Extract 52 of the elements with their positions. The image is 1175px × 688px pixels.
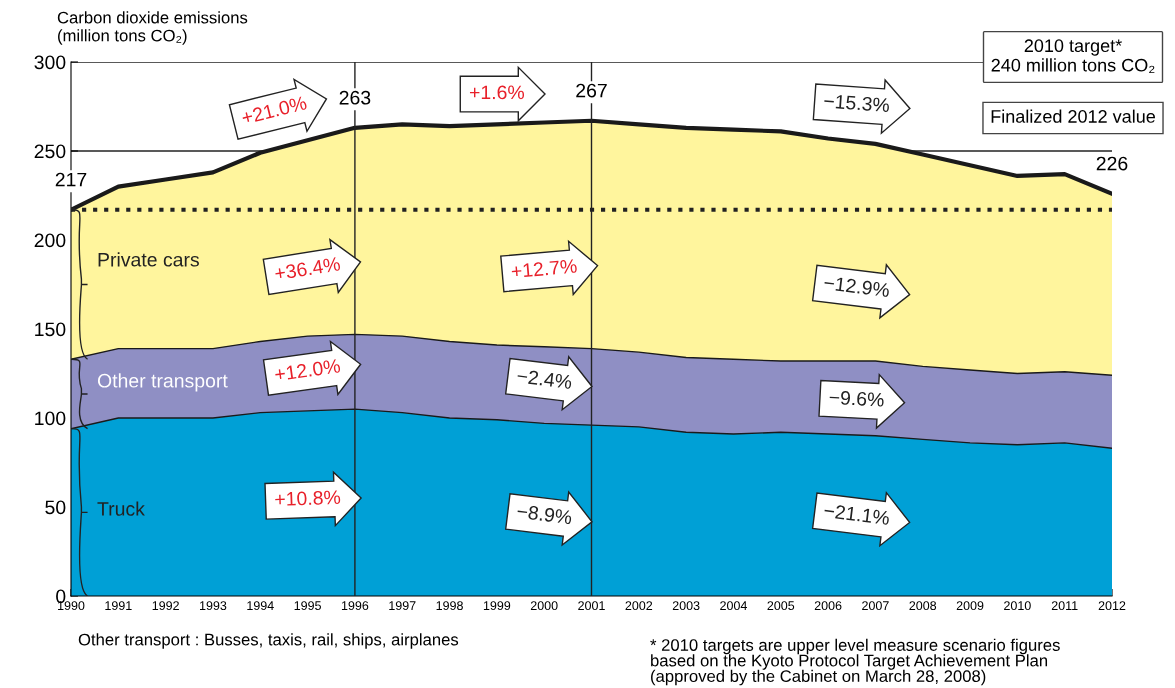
data-label: 267 (576, 83, 607, 98)
annotation: +1.6% (469, 85, 525, 100)
x-tick-label: 2006 (814, 601, 842, 611)
y-tick-label: 200 (34, 233, 66, 248)
annotation: −8.9% (516, 504, 573, 525)
text: * 2010 targets are upper level measure scenario figures based on the Kyoto Protocol Target Achievement Plan (approved by the Cabinet on March 28, 2008) (650, 638, 1060, 686)
annotation: −21.1% (823, 503, 890, 525)
x-tick-label: 2004 (720, 601, 747, 611)
annotation: +36.4% (274, 256, 341, 281)
annotation: +12.0% (274, 358, 341, 382)
data-label: 217 (55, 172, 87, 187)
x-tick-label: 1998 (436, 601, 463, 611)
y-tick-label: 250 (34, 144, 66, 159)
x-tick-label: 2010 (1004, 601, 1031, 611)
x-tick-label: 2008 (909, 601, 937, 611)
annotation: −12.9% (823, 275, 890, 298)
x-tick-label: 1997 (389, 601, 416, 611)
annotation: −15.3% (823, 93, 890, 113)
text: Other transport : Busses, taxis, rail, ships, airplanes (78, 633, 459, 649)
x-tick-label: 2007 (862, 601, 889, 611)
x-tick-label: 2001 (578, 601, 605, 611)
annotation: +10.8% (275, 490, 341, 507)
series-label: Truck (97, 501, 145, 516)
x-tick-label: 1999 (483, 601, 511, 611)
x-tick-label: 1992 (152, 601, 179, 611)
annotation: +12.7% (511, 258, 578, 279)
x-tick-label: 2003 (672, 601, 700, 611)
x-tick-label: 2012 (1098, 601, 1126, 611)
y-tick-label: 100 (35, 411, 66, 426)
annotation: +21.0% (241, 95, 308, 125)
y-axis-title: Carbon dioxide emissions (million tons CO₂) (57, 11, 248, 45)
y-tick-label: 300 (34, 55, 66, 70)
x-tick-label: 1991 (105, 601, 132, 611)
data-label: 263 (339, 90, 371, 105)
annotation: 2010 target* 240 million tons CO₂ (991, 39, 1155, 73)
y-tick-label: 150 (35, 322, 66, 337)
annotation: Finalized 2012 value (991, 109, 1156, 123)
x-tick-label: 1996 (341, 601, 369, 611)
annotation: −9.6% (829, 390, 885, 407)
annotation: −2.4% (516, 368, 573, 390)
series-label: Other transport (97, 373, 228, 392)
series-label: Private cars (98, 252, 199, 267)
x-tick-label: 2011 (1051, 601, 1078, 611)
x-tick-label: 1994 (247, 601, 274, 611)
x-tick-label: 2002 (625, 601, 653, 611)
x-tick-label: 2000 (530, 601, 558, 611)
x-tick-label: 2005 (767, 601, 795, 611)
x-tick-label: 1993 (200, 601, 227, 611)
data-label: 226 (1096, 156, 1128, 171)
x-tick-label: 2009 (956, 601, 984, 611)
y-tick-label: 50 (45, 500, 66, 515)
x-tick-label: 1995 (294, 601, 321, 611)
